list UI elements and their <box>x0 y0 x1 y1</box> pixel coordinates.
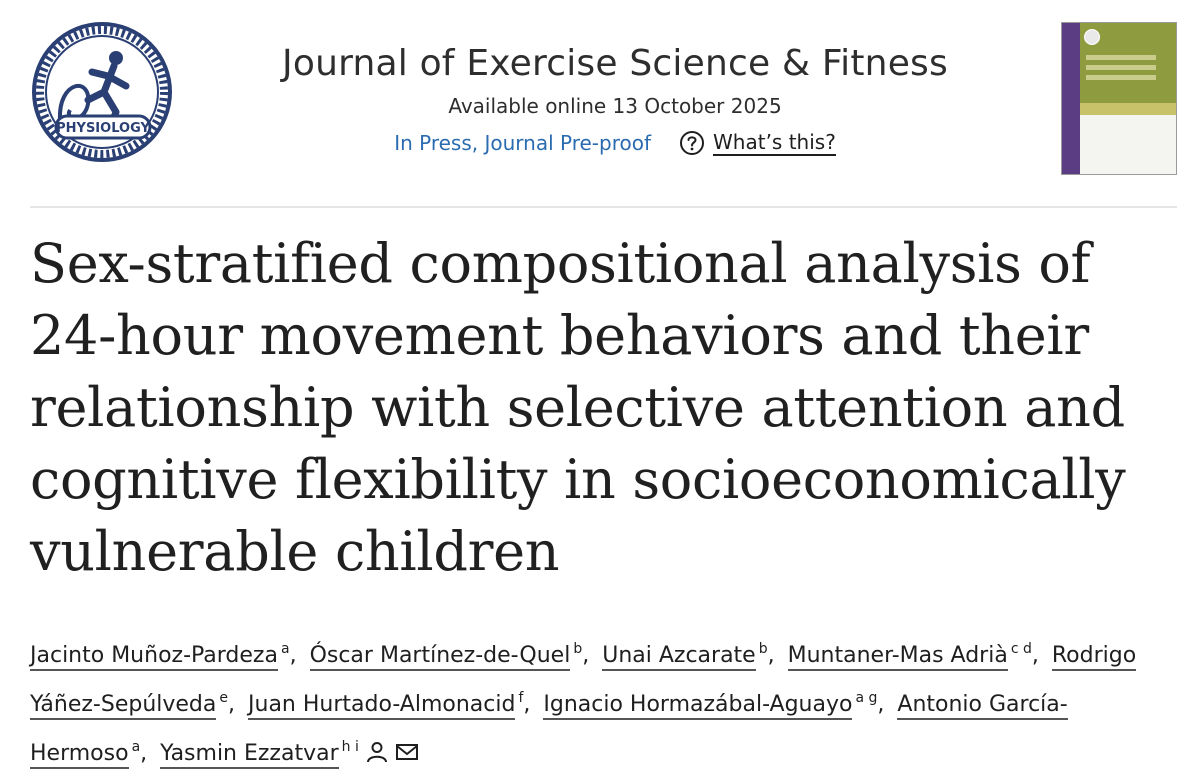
author-affiliation: b <box>573 641 583 657</box>
cover-title-lines <box>1086 55 1156 85</box>
author-separator: , <box>1031 643 1039 668</box>
author-name[interactable]: Jacinto Muñoz-Pardeza <box>30 643 278 671</box>
author-item[interactable]: Antonio García-Hermoso a <box>30 692 1068 769</box>
author-affiliation: a <box>280 641 290 657</box>
cover-spine <box>1062 23 1080 174</box>
cover-seal-icon <box>1084 29 1100 45</box>
author-item[interactable]: Muntaner-Mas Adrià c d <box>787 641 1032 671</box>
envelope-icon <box>395 744 418 760</box>
journal-cover-thumbnail[interactable] <box>1061 22 1177 175</box>
author-separator: , <box>877 692 885 717</box>
author-separator: , <box>140 741 148 766</box>
author-item[interactable]: Óscar Martínez-de-Quel b <box>309 641 583 671</box>
author-name[interactable]: Antonio García-Hermoso <box>30 692 1068 769</box>
author-separator: , <box>228 692 236 717</box>
author-separator: , <box>582 643 590 668</box>
status-row: In Press, Journal Pre-proof What’s this? <box>200 128 1030 158</box>
journal-info: Journal of Exercise Science & Fitness Av… <box>200 40 1030 158</box>
author-affiliation: h i <box>341 739 359 755</box>
author-item[interactable]: Jacinto Muñoz-Pardeza a <box>30 641 290 671</box>
author-affiliation: e <box>219 690 229 706</box>
cover-band <box>1080 103 1176 115</box>
author-affiliation: b <box>758 641 768 657</box>
author-affiliation: a g <box>855 690 878 706</box>
online-date: Available online 13 October 2025 <box>448 94 782 118</box>
author-affiliation: c d <box>1010 641 1032 657</box>
cover-bottom-panel <box>1080 115 1176 174</box>
author-affiliation: f <box>518 690 524 706</box>
society-logo[interactable]: PHYSIOLOGY <box>30 20 174 164</box>
author-item[interactable]: Unai Azcarate b <box>602 641 768 671</box>
press-status-link[interactable]: In Press, Journal Pre-proof <box>394 131 652 155</box>
author-item[interactable]: Rodrigo Yáñez-Sepúlveda e <box>30 643 1137 720</box>
author-name[interactable]: Rodrigo Yáñez-Sepúlveda <box>30 643 1137 720</box>
header-divider <box>30 206 1177 208</box>
journal-title-link[interactable]: Journal of Exercise Science & Fitness <box>282 43 948 84</box>
author-item[interactable]: Ignacio Hormazábal-Aguayo a g <box>543 690 878 720</box>
author-name[interactable]: Óscar Martínez-de-Quel <box>309 643 571 671</box>
author-name[interactable]: Juan Hurtado-Almonacid <box>248 692 516 720</box>
author-name[interactable]: Ignacio Hormazábal-Aguayo <box>543 692 853 720</box>
author-affiliation: a <box>131 739 141 755</box>
question-circle-icon <box>680 131 705 155</box>
whats-this-button[interactable]: What’s this? <box>679 130 836 156</box>
author-name[interactable]: Yasmin Ezzatvar <box>160 741 339 769</box>
author-item-corresponding[interactable]: Yasmin Ezzatvar h i <box>160 739 419 769</box>
author-separator: , <box>289 643 297 668</box>
article-title: Sex-stratified compositional analysis of… <box>30 232 1126 583</box>
author-name[interactable]: Unai Azcarate <box>602 643 756 671</box>
author-separator: , <box>523 692 531 717</box>
author-item[interactable]: Juan Hurtado-Almonacid f <box>248 690 524 720</box>
author-list: Jacinto Muñoz-Pardeza a, Óscar Martínez-d… <box>30 628 1175 775</box>
author-separator: , <box>767 643 775 668</box>
author-name[interactable]: Muntaner-Mas Adrià <box>787 643 1008 671</box>
person-icon <box>366 742 387 763</box>
whats-this-label: What’s this? <box>713 130 836 156</box>
society-logo-text: PHYSIOLOGY <box>56 121 150 136</box>
journal-header: PHYSIOLOGY Journal of Exercise Science &… <box>0 0 1200 205</box>
